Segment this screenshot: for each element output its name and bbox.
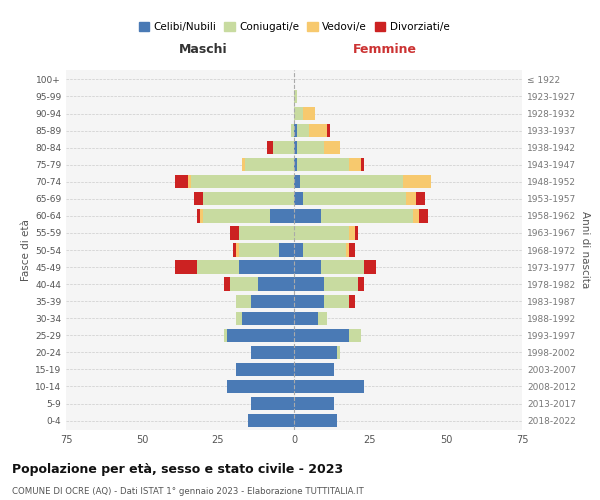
Bar — [294, 294, 325, 308]
Bar — [230, 278, 257, 291]
Bar — [294, 107, 303, 120]
Bar — [227, 380, 294, 393]
Bar — [349, 244, 355, 256]
Bar — [257, 278, 294, 291]
Bar — [242, 158, 245, 172]
Bar — [294, 363, 334, 376]
Bar — [194, 192, 203, 205]
Bar — [294, 158, 297, 172]
Y-axis label: Fasce di età: Fasce di età — [21, 219, 31, 281]
Bar — [406, 192, 416, 205]
Bar — [294, 312, 319, 325]
Bar — [239, 260, 294, 274]
Bar — [239, 226, 294, 239]
Bar — [319, 312, 328, 325]
Bar — [248, 414, 294, 428]
Bar — [322, 260, 364, 274]
Bar — [236, 363, 294, 376]
Bar — [224, 328, 227, 342]
Bar — [200, 209, 203, 222]
Bar — [303, 192, 406, 205]
Bar — [325, 294, 349, 308]
Bar — [242, 312, 294, 325]
Bar — [294, 192, 303, 205]
Legend: Celibi/Nubili, Coniugati/e, Vedovi/e, Divorziati/e: Celibi/Nubili, Coniugati/e, Vedovi/e, Di… — [134, 18, 454, 36]
Bar — [349, 226, 355, 239]
Bar — [413, 209, 419, 222]
Bar — [361, 158, 364, 172]
Bar — [236, 312, 242, 325]
Bar — [355, 226, 358, 239]
Bar — [203, 209, 269, 222]
Text: COMUNE DI OCRE (AQ) - Dati ISTAT 1° gennaio 2023 - Elaborazione TUTTITALIA.IT: COMUNE DI OCRE (AQ) - Dati ISTAT 1° genn… — [12, 488, 364, 496]
Bar — [309, 124, 328, 137]
Bar — [251, 397, 294, 410]
Bar — [273, 141, 294, 154]
Bar — [191, 175, 294, 188]
Bar — [419, 209, 428, 222]
Bar — [175, 260, 197, 274]
Bar — [294, 90, 297, 103]
Bar — [337, 346, 340, 359]
Bar — [251, 294, 294, 308]
Bar — [358, 278, 364, 291]
Bar — [197, 209, 200, 222]
Bar — [236, 244, 239, 256]
Bar — [297, 124, 309, 137]
Bar — [279, 244, 294, 256]
Bar — [251, 346, 294, 359]
Bar — [325, 141, 340, 154]
Bar — [294, 328, 349, 342]
Bar — [325, 278, 358, 291]
Bar — [239, 244, 279, 256]
Bar — [227, 328, 294, 342]
Bar — [346, 244, 349, 256]
Text: Femmine: Femmine — [353, 42, 417, 56]
Bar — [294, 260, 322, 274]
Bar — [416, 192, 425, 205]
Bar — [294, 124, 297, 137]
Bar — [349, 294, 355, 308]
Bar — [230, 226, 239, 239]
Bar — [349, 158, 361, 172]
Bar — [188, 175, 191, 188]
Bar — [224, 278, 230, 291]
Bar — [300, 175, 403, 188]
Bar — [203, 192, 294, 205]
Y-axis label: Anni di nascita: Anni di nascita — [580, 212, 590, 288]
Bar — [294, 209, 322, 222]
Bar — [236, 294, 251, 308]
Bar — [294, 380, 364, 393]
Bar — [349, 328, 361, 342]
Bar — [294, 346, 337, 359]
Bar — [245, 158, 294, 172]
Bar — [269, 209, 294, 222]
Bar — [291, 124, 294, 137]
Bar — [303, 107, 315, 120]
Bar — [328, 124, 331, 137]
Bar — [294, 397, 334, 410]
Bar — [297, 141, 325, 154]
Bar — [297, 158, 349, 172]
Bar — [294, 244, 303, 256]
Text: Maschi: Maschi — [178, 42, 227, 56]
Bar — [197, 260, 239, 274]
Bar — [364, 260, 376, 274]
Bar — [303, 244, 346, 256]
Bar — [266, 141, 273, 154]
Bar — [294, 278, 325, 291]
Bar — [294, 226, 349, 239]
Bar — [403, 175, 431, 188]
Bar — [233, 244, 236, 256]
Bar — [322, 209, 413, 222]
Bar — [175, 175, 188, 188]
Bar — [294, 175, 300, 188]
Bar — [294, 141, 297, 154]
Bar — [294, 414, 337, 428]
Text: Popolazione per età, sesso e stato civile - 2023: Popolazione per età, sesso e stato civil… — [12, 462, 343, 475]
